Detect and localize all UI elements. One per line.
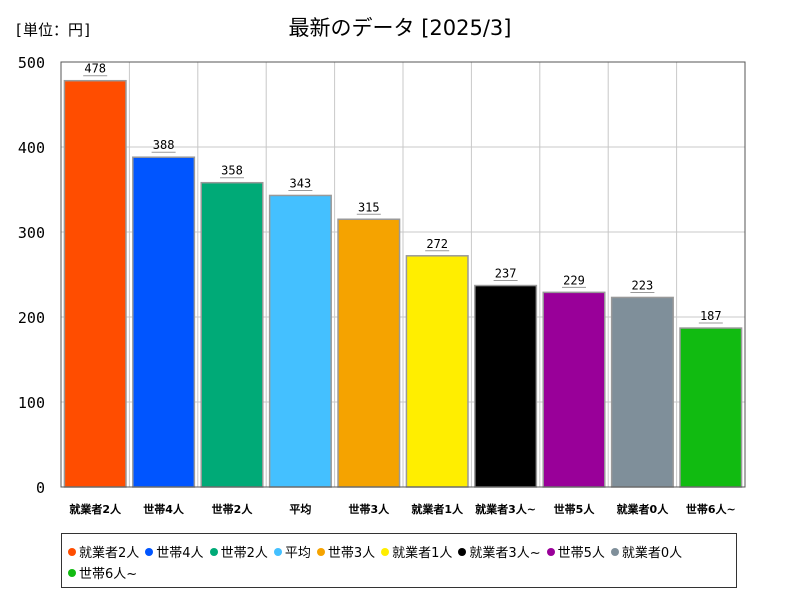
y-tick-label: 300	[18, 224, 45, 242]
y-tick-label: 0	[36, 479, 45, 497]
legend-item: 就業者2人	[68, 541, 139, 562]
x-tick-label: 世帯2人	[212, 502, 254, 516]
legend-swatch	[209, 547, 218, 556]
legend-swatch	[610, 547, 619, 556]
data-label: 237	[495, 267, 517, 281]
data-label: 272	[426, 237, 448, 251]
legend-item: 就業者1人	[381, 541, 452, 562]
bar	[679, 327, 743, 488]
legend-label: 平均	[284, 546, 311, 561]
x-tick-label: 就業者1人	[411, 502, 464, 516]
legend-label: 就業者1人	[392, 546, 453, 561]
legend-item: 世帯5人	[546, 541, 605, 562]
y-tick-label: 500	[18, 54, 45, 72]
x-tick-label: 世帯5人	[554, 502, 596, 516]
y-tick-label: 200	[18, 309, 45, 327]
y-tick-label: 400	[18, 139, 45, 157]
x-tick-label: 世帯6人~	[686, 502, 736, 516]
unit-label: [単位：円]	[14, 21, 93, 39]
bar	[63, 79, 127, 488]
x-tick-label: 就業者3人~	[475, 502, 536, 516]
legend-label: 就業者2人	[79, 546, 140, 561]
x-tick-label: 平均	[289, 502, 311, 516]
legend-label: 世帯6人~	[79, 567, 138, 582]
legend-label: 就業者3人~	[469, 546, 541, 561]
bar	[337, 218, 401, 488]
legend-swatch	[381, 547, 390, 556]
data-label: 388	[153, 138, 175, 152]
bar	[542, 291, 606, 488]
legend-swatch	[68, 568, 76, 577]
chart-title: 最新のデータ [2025/3]	[288, 16, 512, 40]
data-label: 343	[290, 176, 312, 190]
bar	[405, 255, 469, 488]
legend-swatch	[68, 547, 76, 556]
legend-label: 世帯3人	[327, 546, 376, 561]
y-tick-label: 100	[18, 394, 45, 412]
data-label: 315	[358, 200, 380, 214]
data-label: 223	[632, 278, 654, 292]
plot-border	[60, 61, 746, 488]
legend-label: 世帯2人	[220, 546, 268, 561]
legend-item: 世帯6人~	[68, 562, 137, 583]
x-tick-label: 世帯4人	[143, 502, 185, 516]
legend-label: 就業者0人	[621, 546, 683, 561]
legend-label: 世帯5人	[557, 546, 605, 561]
bar	[268, 194, 332, 488]
legend-swatch	[145, 547, 154, 556]
x-tick-label: 就業者0人	[617, 502, 670, 516]
legend-label: 世帯4人	[156, 546, 204, 561]
x-tick-label: 世帯3人	[348, 502, 390, 516]
legend-swatch	[316, 547, 325, 556]
bar	[610, 296, 674, 488]
data-label: 187	[700, 309, 722, 323]
bar	[200, 181, 264, 488]
legend-item: 世帯2人	[209, 541, 268, 562]
data-label: 478	[84, 62, 106, 76]
legend-item: 平均	[273, 541, 311, 562]
legend-item: 就業者0人	[610, 541, 683, 562]
legend-swatch	[273, 547, 282, 556]
data-label: 229	[563, 273, 585, 287]
x-tick-label: 就業者2人	[69, 502, 122, 516]
legend-swatch	[458, 547, 467, 556]
legend-item: 世帯3人	[316, 541, 376, 562]
legend-item: 世帯4人	[145, 541, 204, 562]
data-label: 358	[221, 164, 243, 178]
legend-item: 就業者3人~	[458, 541, 541, 562]
bar	[474, 284, 538, 488]
bar	[132, 156, 196, 488]
chart-legend: 就業者2人 世帯4人 世帯2人 平均 世帯3人 就業者1人 就業者3人~ 世帯5人 就業者0人世…	[61, 533, 737, 588]
legend-swatch	[546, 547, 555, 556]
